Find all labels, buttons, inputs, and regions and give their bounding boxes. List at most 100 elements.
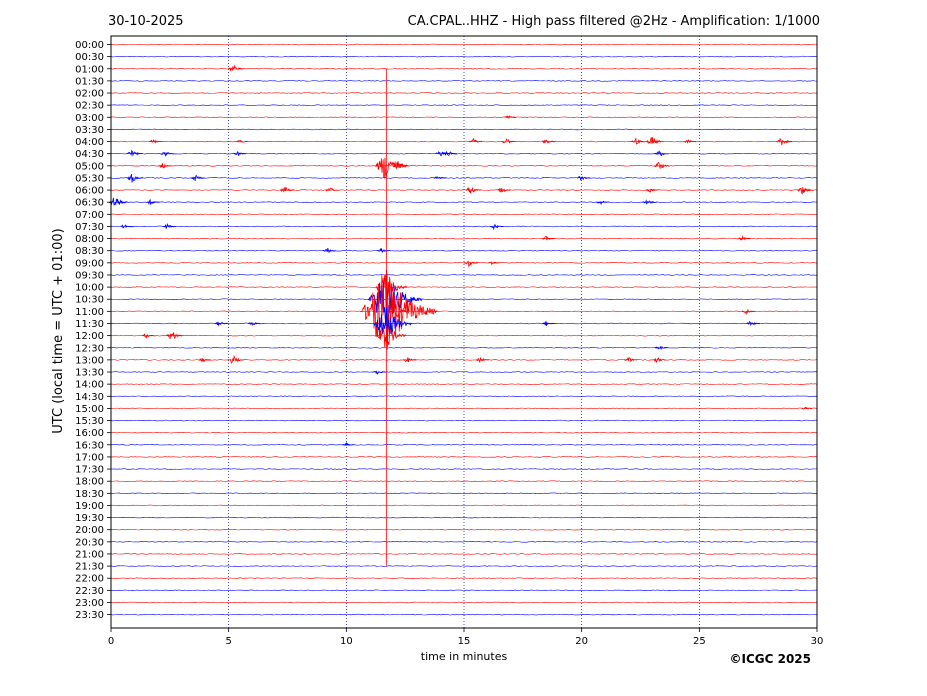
row-time-label: 05:00 bbox=[75, 161, 104, 172]
row-time-label: 23:00 bbox=[75, 598, 104, 609]
row-time-label: 06:30 bbox=[75, 198, 104, 209]
trace-row bbox=[110, 516, 818, 519]
event-burst bbox=[392, 161, 409, 170]
trace-row bbox=[110, 565, 818, 567]
event-burst bbox=[402, 357, 417, 363]
row-time-label: 17:00 bbox=[75, 452, 104, 463]
trace-row bbox=[110, 553, 818, 555]
trace-row bbox=[110, 250, 818, 252]
trace-row bbox=[110, 541, 818, 543]
trace-row bbox=[110, 468, 818, 470]
event-burst bbox=[190, 175, 205, 181]
event-burst bbox=[736, 234, 751, 241]
event-burst bbox=[120, 224, 134, 229]
trace-row bbox=[110, 589, 818, 592]
event-burst bbox=[372, 370, 386, 375]
x-tick-label: 5 bbox=[225, 636, 231, 647]
event-burst bbox=[504, 115, 517, 120]
x-tick-label: 30 bbox=[811, 636, 824, 647]
event-burst bbox=[126, 149, 143, 157]
event-burst bbox=[214, 321, 228, 327]
event-burst bbox=[797, 187, 814, 195]
event-burst bbox=[247, 322, 261, 326]
event-burst bbox=[141, 333, 155, 340]
row-time-label: 15:00 bbox=[75, 404, 104, 415]
event-burst bbox=[149, 139, 162, 144]
trace-row bbox=[110, 419, 818, 422]
event-burst bbox=[463, 260, 478, 268]
event-burst bbox=[279, 186, 295, 193]
row-time-label: 04:30 bbox=[75, 149, 104, 160]
event-burst bbox=[227, 354, 244, 364]
event-burst bbox=[542, 320, 555, 326]
x-tick-label: 10 bbox=[340, 636, 353, 647]
row-time-label: 23:30 bbox=[75, 610, 104, 621]
trace-row bbox=[110, 237, 818, 240]
trace-row bbox=[110, 262, 818, 264]
event-burst bbox=[654, 150, 669, 157]
row-time-label: 21:00 bbox=[75, 549, 104, 560]
trace-row bbox=[110, 152, 818, 155]
event-burst bbox=[442, 151, 458, 156]
trace-row bbox=[110, 371, 818, 373]
event-burst bbox=[653, 161, 670, 170]
row-time-label: 21:30 bbox=[75, 562, 104, 573]
trace-row bbox=[110, 601, 818, 604]
event-burst bbox=[776, 137, 793, 146]
event-burst bbox=[630, 137, 645, 145]
trace-row bbox=[110, 201, 818, 203]
row-time-label: 07:00 bbox=[75, 210, 104, 221]
trace-row bbox=[110, 286, 818, 288]
event-burst bbox=[468, 137, 483, 143]
row-time-label: 22:30 bbox=[75, 586, 104, 597]
row-time-label: 19:00 bbox=[75, 501, 104, 512]
row-time-label: 11:30 bbox=[75, 319, 104, 330]
row-time-label: 06:00 bbox=[75, 186, 104, 197]
trace-row bbox=[110, 140, 818, 143]
trace-row bbox=[110, 407, 818, 410]
trace-row bbox=[110, 165, 818, 167]
row-time-label: 13:00 bbox=[75, 355, 104, 366]
x-tick-label: 15 bbox=[458, 636, 471, 647]
row-time-label: 03:30 bbox=[75, 125, 104, 136]
trace-row bbox=[110, 92, 817, 94]
event-burst bbox=[376, 326, 407, 348]
event-burst bbox=[654, 345, 668, 351]
event-burst bbox=[236, 139, 249, 143]
row-time-label: 16:30 bbox=[75, 440, 104, 451]
seismic-traces bbox=[108, 43, 818, 616]
trace-row bbox=[110, 298, 818, 300]
trace-row bbox=[110, 177, 818, 179]
row-time-label: 05:30 bbox=[75, 173, 104, 184]
row-time-label: 18:00 bbox=[75, 477, 104, 488]
event-burst bbox=[541, 235, 555, 241]
event-burst bbox=[489, 223, 504, 231]
row-time-label: 08:00 bbox=[75, 234, 104, 245]
row-time-label: 08:30 bbox=[75, 246, 104, 257]
row-time-label: 07:30 bbox=[75, 222, 104, 233]
event-burst bbox=[108, 197, 129, 206]
date-label: 30-10-2025 bbox=[108, 14, 184, 29]
trace-row bbox=[110, 492, 818, 495]
event-burst bbox=[198, 358, 212, 363]
trace-row bbox=[110, 504, 818, 507]
trace-row bbox=[110, 55, 818, 58]
trace-row bbox=[110, 528, 818, 531]
trace-row bbox=[110, 383, 818, 385]
event-burst bbox=[652, 357, 666, 363]
event-burst bbox=[683, 139, 696, 144]
event-burst bbox=[342, 441, 354, 447]
event-burst bbox=[746, 320, 760, 327]
trace-row bbox=[110, 334, 818, 337]
plot-frame bbox=[110, 35, 818, 629]
trace-row bbox=[110, 274, 818, 276]
row-time-label: 04:00 bbox=[75, 137, 104, 148]
event-burst bbox=[373, 307, 412, 336]
x-tick-label: 20 bbox=[575, 636, 588, 647]
row-time-label: 17:30 bbox=[75, 465, 104, 476]
row-time-label: 14:00 bbox=[75, 380, 104, 391]
event-burst bbox=[166, 332, 184, 340]
row-time-label: 02:00 bbox=[75, 89, 104, 100]
row-time-label: 19:30 bbox=[75, 513, 104, 524]
